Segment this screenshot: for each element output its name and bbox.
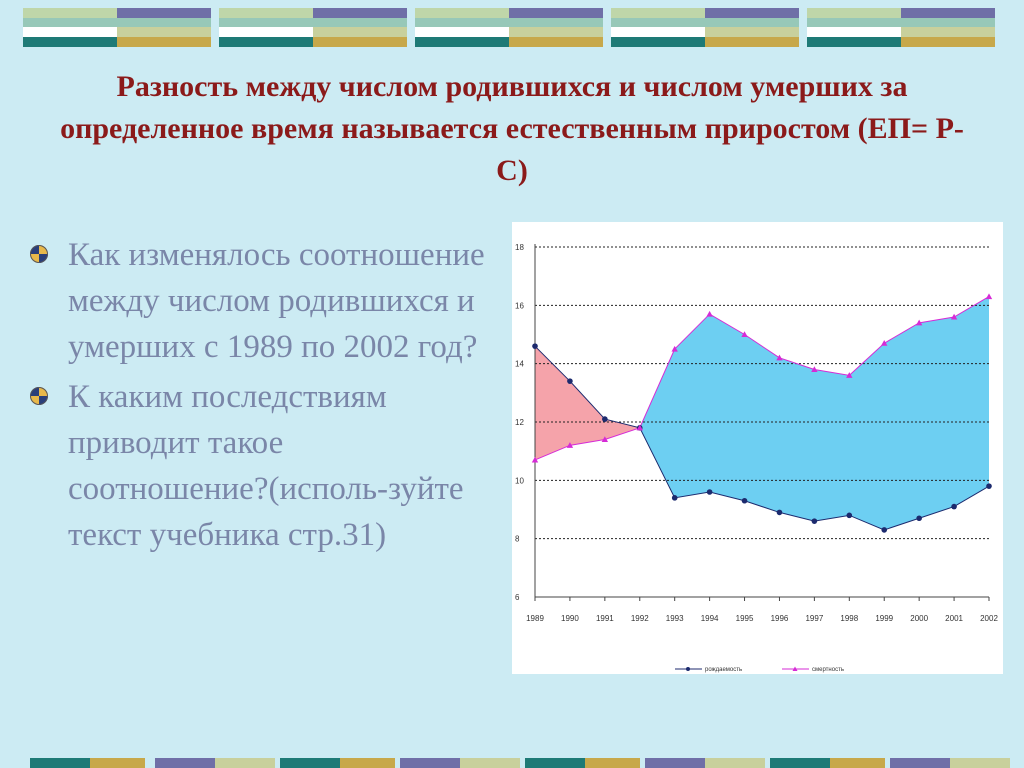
births-point <box>532 343 538 349</box>
deaths-point <box>566 442 574 448</box>
x-tick-label: 1998 <box>840 614 858 623</box>
natural-increase-area <box>535 346 640 460</box>
y-tick-label: 12 <box>515 418 524 427</box>
births-point <box>741 497 748 504</box>
bullet-item: Как изменялось соотношение между числом … <box>30 232 490 370</box>
births-point <box>951 503 957 510</box>
deco-block <box>219 8 407 47</box>
legend-births-marker <box>686 667 690 671</box>
x-tick-label: 1997 <box>805 614 823 623</box>
bullet-list: Как изменялось соотношение между числом … <box>30 232 490 562</box>
deaths-point <box>671 345 678 352</box>
deco-block <box>415 8 603 47</box>
births-point <box>986 483 992 489</box>
legend-deaths-label: смертность <box>812 667 844 673</box>
deaths-point <box>985 293 993 300</box>
births-point <box>706 489 713 495</box>
y-tick-label: 10 <box>515 476 524 485</box>
x-tick-label: 1994 <box>701 614 719 623</box>
x-tick-label: 1995 <box>736 614 754 623</box>
births-point <box>776 509 783 516</box>
births-point <box>671 495 678 501</box>
bullet-icon <box>30 387 48 405</box>
bullet-icon <box>30 245 48 263</box>
y-tick-label: 16 <box>515 301 524 310</box>
y-tick-label: 14 <box>515 360 524 369</box>
y-tick-label: 6 <box>515 593 520 602</box>
natural-growth-chart: 6 8 10 12 14 16 18 1989 1990 1991 1992 1993 1994 1995… <box>512 222 1003 674</box>
y-tick-label: 8 <box>515 535 520 544</box>
bottom-decoration <box>0 758 1024 768</box>
deaths-point <box>601 436 609 443</box>
bullet-item: К каким последствиям приводит такое соот… <box>30 374 490 558</box>
deaths-point <box>881 340 888 346</box>
x-tick-label: 1993 <box>666 614 684 623</box>
x-tick-label: 1992 <box>631 614 649 623</box>
births-point <box>881 527 888 533</box>
deaths-point <box>846 372 853 378</box>
x-tick-label: 1996 <box>771 614 789 623</box>
deaths-point <box>741 331 748 338</box>
deco-block <box>23 8 211 47</box>
births-point <box>916 515 922 522</box>
bullet-text: Как изменялось соотношение между числом … <box>68 237 485 365</box>
births-point <box>846 512 853 519</box>
x-tick-label: 1990 <box>561 614 579 623</box>
slide-title: Разность между числом родившихся и число… <box>60 70 964 187</box>
x-tick-label: 1991 <box>596 614 614 623</box>
legend-deaths-marker <box>792 666 798 671</box>
births-point <box>602 416 608 422</box>
deco-block <box>611 8 799 47</box>
x-tick-label: 2001 <box>945 614 963 623</box>
x-tick-label: 2002 <box>980 614 998 623</box>
x-tick-label: 1989 <box>526 614 544 623</box>
deaths-point <box>706 310 713 317</box>
births-point <box>567 378 573 384</box>
chart-svg: 6 8 10 12 14 16 18 1989 1990 1991 1992 1993 1994 1995… <box>515 243 998 673</box>
bullet-text: К каким последствиям приводит такое соот… <box>68 379 464 553</box>
deco-block <box>807 8 995 47</box>
top-decoration <box>23 8 998 47</box>
legend-births-label: рождаемость <box>705 667 742 673</box>
natural-decrease-area <box>639 296 989 530</box>
deaths-point <box>531 456 539 463</box>
deaths-point <box>636 424 643 431</box>
x-tick-label: 1999 <box>875 614 893 623</box>
deaths-point <box>776 354 783 361</box>
deaths-point <box>915 319 923 326</box>
y-tick-label: 18 <box>515 243 524 252</box>
x-tick-label: 2000 <box>910 614 928 623</box>
deaths-point <box>811 366 818 373</box>
deaths-point <box>950 313 958 320</box>
births-line <box>534 345 990 531</box>
deaths-line <box>534 296 990 461</box>
births-point <box>811 518 818 524</box>
